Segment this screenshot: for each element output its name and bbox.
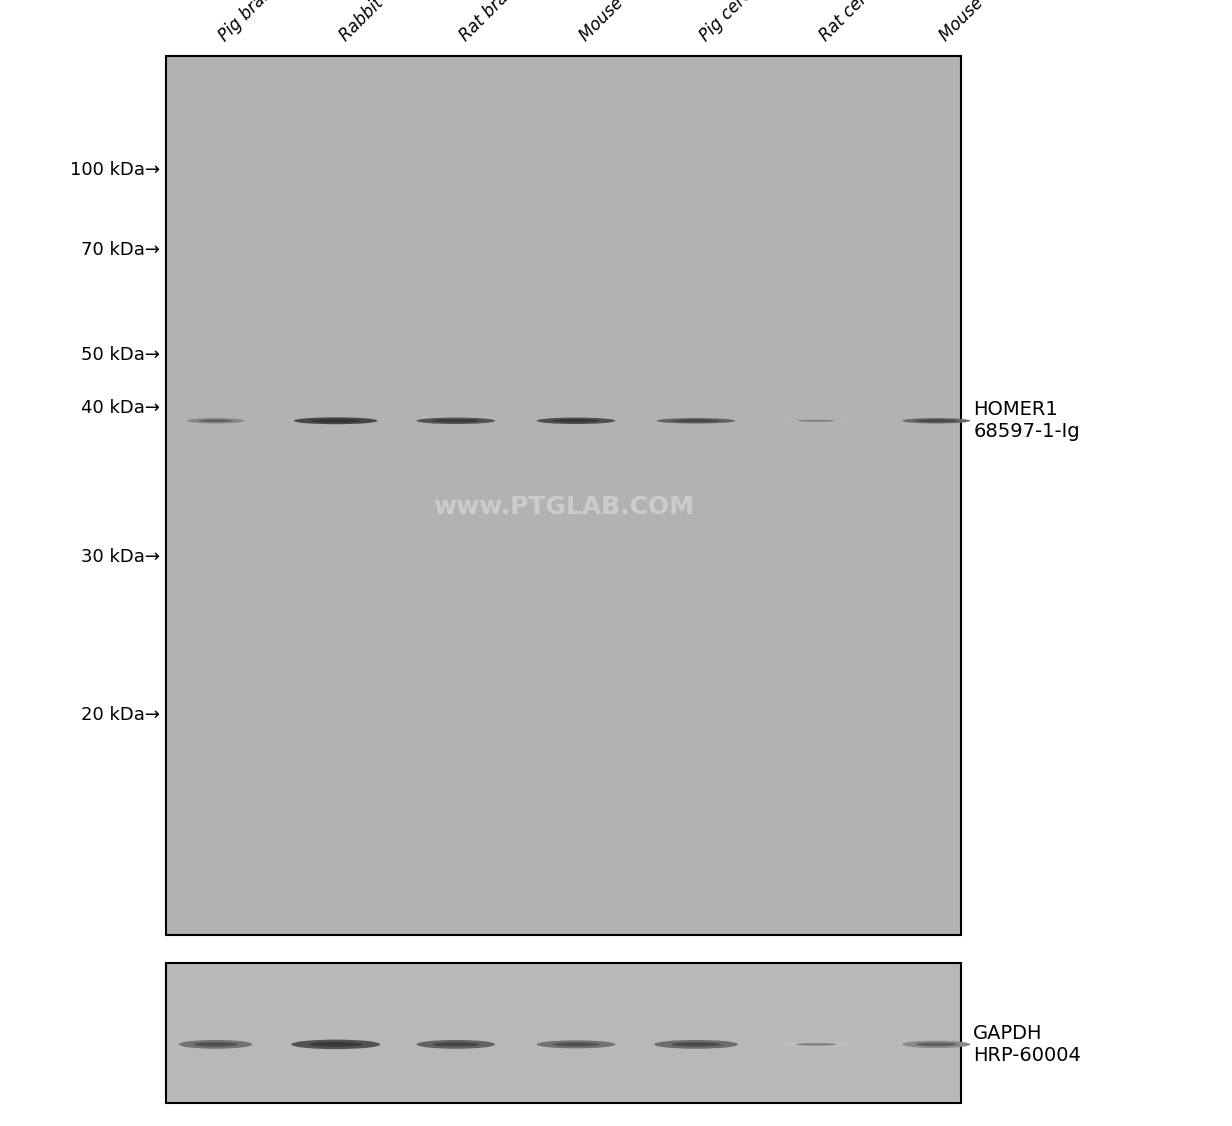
- Ellipse shape: [537, 1040, 615, 1048]
- Ellipse shape: [537, 418, 615, 425]
- Text: Mouse brain: Mouse brain: [577, 0, 660, 45]
- Ellipse shape: [797, 420, 835, 422]
- Ellipse shape: [552, 1043, 600, 1046]
- Ellipse shape: [187, 418, 244, 423]
- Ellipse shape: [432, 1043, 479, 1046]
- Text: GAPDH
HRP-60004: GAPDH HRP-60004: [973, 1024, 1082, 1065]
- Ellipse shape: [671, 1043, 721, 1046]
- Ellipse shape: [291, 1039, 381, 1049]
- Ellipse shape: [915, 419, 957, 422]
- Text: Rabbit brain: Rabbit brain: [335, 0, 420, 45]
- Text: Pig cerebellum: Pig cerebellum: [696, 0, 796, 45]
- Ellipse shape: [902, 1040, 971, 1048]
- Text: 20 kDa→: 20 kDa→: [81, 706, 160, 724]
- Text: 50 kDa→: 50 kDa→: [81, 346, 160, 364]
- Text: 70 kDa→: 70 kDa→: [81, 241, 160, 259]
- Ellipse shape: [193, 1043, 238, 1046]
- Ellipse shape: [654, 1040, 738, 1048]
- Ellipse shape: [179, 1040, 253, 1048]
- Text: 40 kDa→: 40 kDa→: [81, 399, 160, 417]
- Ellipse shape: [785, 419, 848, 422]
- Text: Rat cerebellum: Rat cerebellum: [816, 0, 919, 45]
- Text: Rat brain: Rat brain: [456, 0, 522, 45]
- Ellipse shape: [310, 419, 361, 422]
- Text: www.PTGLAB.COM: www.PTGLAB.COM: [434, 494, 694, 519]
- Ellipse shape: [309, 1042, 362, 1047]
- Ellipse shape: [432, 419, 479, 422]
- Ellipse shape: [552, 419, 600, 422]
- Ellipse shape: [915, 1043, 957, 1046]
- FancyBboxPatch shape: [166, 963, 961, 1103]
- Ellipse shape: [294, 418, 378, 425]
- Ellipse shape: [416, 1040, 495, 1048]
- Text: Pig brain: Pig brain: [216, 0, 280, 45]
- Ellipse shape: [416, 418, 495, 425]
- Ellipse shape: [198, 419, 233, 422]
- FancyBboxPatch shape: [166, 56, 961, 935]
- Text: 100 kDa→: 100 kDa→: [70, 161, 160, 179]
- Ellipse shape: [657, 418, 736, 423]
- Ellipse shape: [782, 1042, 850, 1047]
- Text: Mouse cerebellum: Mouse cerebellum: [936, 0, 1057, 45]
- Ellipse shape: [902, 418, 971, 423]
- Text: 30 kDa→: 30 kDa→: [81, 548, 160, 566]
- Ellipse shape: [673, 419, 719, 422]
- Ellipse shape: [796, 1043, 837, 1046]
- Text: HOMER1
68597-1-Ig: HOMER1 68597-1-Ig: [973, 400, 1080, 441]
